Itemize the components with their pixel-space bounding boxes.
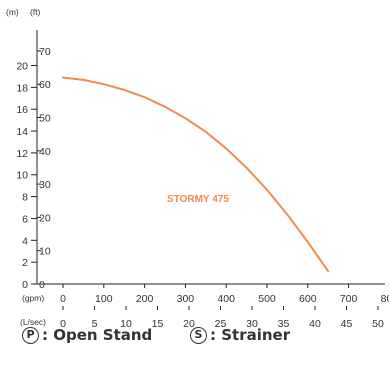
legend-strainer: S: Strainer	[190, 326, 290, 348]
y-right-tick-label: 70	[39, 46, 51, 58]
x-secondary-tick-label: 25	[215, 318, 227, 330]
y-left-tick-label: 6	[22, 213, 28, 225]
x-secondary-tick-label: 0	[60, 318, 66, 330]
x-secondary-tick-label: 5	[92, 318, 98, 330]
x-primary-tick-label: 700	[340, 293, 358, 305]
y-left-tick-label: 20	[16, 60, 28, 72]
x-secondary-tick-label: 10	[120, 318, 132, 330]
y-left-tick-label: 16	[16, 104, 28, 116]
y-left-tick-label: 8	[22, 192, 28, 204]
series-line	[62, 76, 330, 273]
x-primary-unit-label: (gpm)	[22, 293, 44, 303]
x-secondary-tick-label: 15	[152, 318, 164, 330]
x-primary-tick-label: 600	[299, 293, 317, 305]
x-primary-tick-label: 500	[258, 293, 276, 305]
legend-open-stand-label: : Open Stand	[42, 326, 153, 344]
y-left-tick-label: 4	[22, 235, 28, 247]
x-primary-tick-label: 0	[60, 293, 66, 305]
axes-layer	[31, 30, 389, 310]
y-right-tick-label: 10	[39, 246, 51, 258]
x-primary-tick-label: 100	[95, 293, 113, 305]
x-secondary-tick-label: 35	[278, 318, 290, 330]
y-right-tick-label: 20	[39, 212, 51, 224]
y-left-tick-label: 10	[16, 170, 28, 182]
x-primary-tick-label: 300	[177, 293, 195, 305]
x-secondary-tick-label: 50	[372, 318, 384, 330]
x-secondary-tick-label: 40	[309, 318, 321, 330]
y-left-tick-label: 2	[22, 257, 28, 269]
s-circle-icon: S	[190, 327, 207, 344]
legend-strainer-label: : Strainer	[210, 326, 291, 344]
y-right-tick-label: 60	[39, 79, 51, 91]
p-circle-icon: P	[22, 327, 39, 344]
y-left-tick-label: 12	[16, 148, 28, 160]
x-secondary-tick-label: 20	[183, 318, 195, 330]
y-left-tick-label: 0	[22, 279, 28, 291]
x-secondary-tick-label: 45	[341, 318, 353, 330]
y-right-tick-label: 0	[39, 279, 45, 291]
series-label: STORMY 475	[167, 194, 229, 205]
y-right-tick-label: 40	[39, 146, 51, 158]
y-right-tick-label: 30	[39, 179, 51, 191]
label-layer: (m) (ft)(gpm)(L/sec)024681012141618200102…	[6, 7, 389, 330]
x-secondary-unit-label: (L/sec)	[20, 317, 46, 327]
x-primary-tick-label: 200	[136, 293, 154, 305]
y-left-unit-label: (m)	[6, 7, 19, 17]
x-primary-tick-label: 400	[217, 293, 235, 305]
x-secondary-tick-label: 30	[246, 318, 258, 330]
y-left-tick-label: 14	[16, 126, 28, 138]
x-primary-tick-label: 800	[381, 293, 389, 305]
legend-open-stand: P: Open Stand	[22, 326, 152, 348]
y-left-tick-label: 18	[16, 82, 28, 94]
y-right-tick-label: 50	[39, 113, 51, 125]
curve-layer	[62, 76, 330, 273]
y-right-unit-label: (ft)	[30, 7, 41, 17]
